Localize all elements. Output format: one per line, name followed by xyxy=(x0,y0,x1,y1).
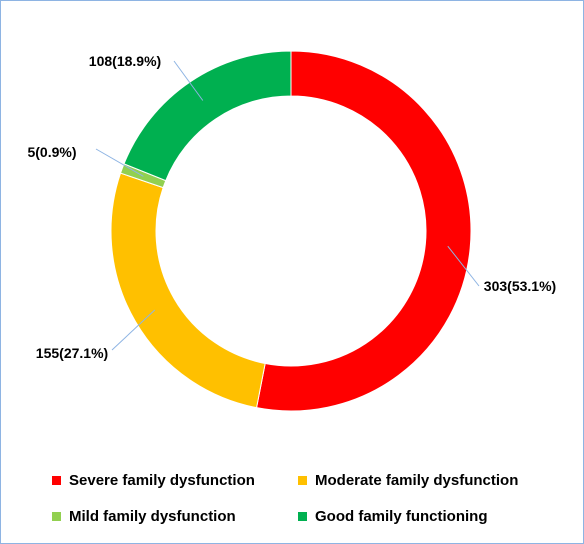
data-label-severe: 303(53.1%) xyxy=(484,278,556,294)
donut-slice-good xyxy=(123,50,292,182)
leader-line-good xyxy=(173,60,204,101)
leader-line-moderate xyxy=(111,309,156,351)
leader-line-severe xyxy=(447,245,480,287)
donut-slice-severe xyxy=(255,50,472,412)
data-label-moderate: 155(27.1%) xyxy=(36,345,108,361)
donut-slice-moderate xyxy=(110,172,266,409)
data-label-mild: 5(0.9%) xyxy=(27,144,76,160)
data-label-good: 108(18.9%) xyxy=(89,53,161,69)
leader-line-mild xyxy=(95,148,144,177)
